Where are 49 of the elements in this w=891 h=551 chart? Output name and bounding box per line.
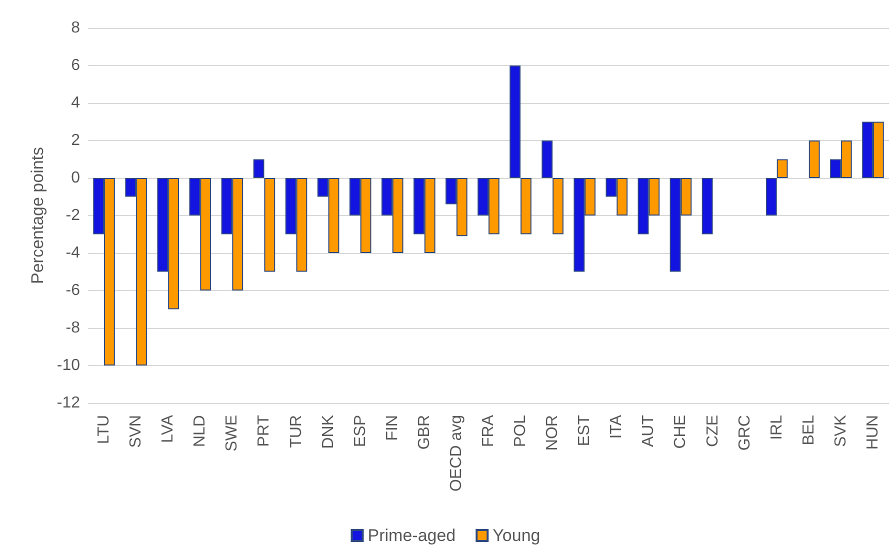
bar <box>253 159 264 178</box>
x-tick-label: GRC <box>736 415 754 451</box>
legend-label: Young <box>492 526 540 545</box>
y-tick-label: 8 <box>71 20 80 36</box>
bar <box>264 178 276 272</box>
x-tick-label: PRT <box>256 414 273 447</box>
x-tick-label: FIN <box>384 415 401 441</box>
x-tick-label: TUR <box>288 415 305 448</box>
x-tick-label: LTU <box>96 415 113 444</box>
bar <box>520 178 532 234</box>
y-tick-label: 0 <box>71 170 80 186</box>
x-tick-label: HUN <box>864 415 882 450</box>
bar <box>776 159 788 178</box>
bar <box>542 140 553 178</box>
bar <box>808 140 820 178</box>
x-tick-label: NLD <box>192 415 209 448</box>
x-tick-label: GBR <box>416 415 433 450</box>
y-tick-label: 4 <box>71 94 80 112</box>
x-tick-label: ESP <box>352 415 369 448</box>
legend-label: Prime-aged <box>368 526 456 545</box>
x-tick-label: NOR <box>544 415 562 451</box>
x-tick-label: EST <box>576 414 594 446</box>
x-tick-label: CHE <box>672 415 690 449</box>
y-axis-title: Percentage points <box>28 146 47 284</box>
y-tick-label: -10 <box>56 357 80 374</box>
y-tick-label: 6 <box>71 57 80 74</box>
y-tick-label: -2 <box>66 207 80 224</box>
y-tick-label: -6 <box>66 282 80 299</box>
x-tick-label: POL <box>512 414 530 448</box>
x-tick-label: BEL <box>800 414 818 446</box>
x-tick-label: CZE <box>704 415 722 447</box>
x-tick-label: IRL <box>768 414 786 440</box>
y-tick-label: -4 <box>66 244 80 262</box>
y-tick-label: -8 <box>66 320 80 336</box>
x-tick-label: SWE <box>224 415 241 452</box>
x-tick-label: OECD avg <box>448 415 465 492</box>
bar <box>552 178 564 234</box>
x-tick-label: LVA <box>160 414 177 443</box>
bar <box>766 178 777 216</box>
bar <box>702 178 713 234</box>
x-tick-label: ITA <box>608 414 626 439</box>
y-tick-label: 2 <box>71 132 80 149</box>
bar <box>510 66 521 178</box>
x-tick-label: FRA <box>480 414 497 447</box>
x-tick-label: SVK <box>832 414 850 448</box>
x-tick-label: AUT <box>640 414 658 447</box>
x-tick-label: SVN <box>128 415 145 448</box>
x-tick-label: DNK <box>320 414 337 449</box>
y-tick-label: -12 <box>56 394 80 412</box>
